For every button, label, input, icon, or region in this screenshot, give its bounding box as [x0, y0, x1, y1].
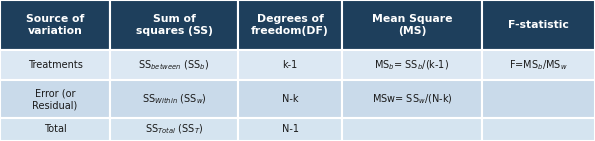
Bar	[342, 80, 482, 118]
Text: Mean Square
(MS): Mean Square (MS)	[372, 14, 452, 36]
Text: Sum of
squares (SS): Sum of squares (SS)	[136, 14, 212, 36]
Text: N-1: N-1	[281, 125, 299, 135]
Bar	[110, 50, 238, 80]
Bar	[0, 80, 110, 118]
Bar	[0, 118, 110, 141]
Bar	[238, 50, 342, 80]
Bar	[342, 50, 482, 80]
Bar	[482, 118, 595, 141]
Bar	[482, 0, 595, 50]
Bar	[0, 50, 110, 80]
Text: MS$_b$= SS$_b$/(k-1): MS$_b$= SS$_b$/(k-1)	[374, 58, 450, 72]
Text: F=MS$_b$/MS$_w$: F=MS$_b$/MS$_w$	[509, 58, 568, 72]
Text: F-statistic: F-statistic	[508, 20, 569, 30]
Bar	[110, 118, 238, 141]
Bar	[238, 80, 342, 118]
Bar	[342, 0, 482, 50]
Bar	[482, 50, 595, 80]
Text: SS$_{Within}$ (SS$_w$): SS$_{Within}$ (SS$_w$)	[142, 92, 206, 106]
Text: k-1: k-1	[283, 60, 298, 70]
Text: MSw= SS$_w$/(N-k): MSw= SS$_w$/(N-k)	[372, 92, 452, 106]
Text: Error (or
Residual): Error (or Residual)	[32, 88, 78, 110]
Text: N-k: N-k	[282, 94, 298, 104]
Bar	[482, 80, 595, 118]
Bar	[110, 0, 238, 50]
Bar	[110, 80, 238, 118]
Bar	[342, 118, 482, 141]
Text: SS$_{between}$ (SS$_b$): SS$_{between}$ (SS$_b$)	[139, 58, 209, 72]
Bar	[238, 118, 342, 141]
Text: Degrees of
freedom(DF): Degrees of freedom(DF)	[251, 14, 329, 36]
Bar	[238, 0, 342, 50]
Text: Source of
variation: Source of variation	[26, 14, 84, 36]
Text: Treatments: Treatments	[27, 60, 83, 70]
Bar	[0, 0, 110, 50]
Text: Total: Total	[43, 125, 67, 135]
Text: SS$_{Total}$ (SS$_T$): SS$_{Total}$ (SS$_T$)	[145, 123, 203, 136]
